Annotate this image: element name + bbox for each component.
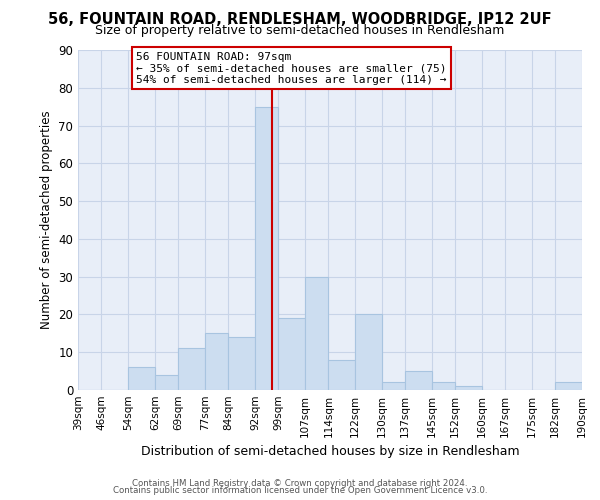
Bar xyxy=(155,375,178,390)
Text: Contains HM Land Registry data © Crown copyright and database right 2024.: Contains HM Land Registry data © Crown c… xyxy=(132,478,468,488)
Text: Contains public sector information licensed under the Open Government Licence v3: Contains public sector information licen… xyxy=(113,486,487,495)
Bar xyxy=(178,348,205,390)
Text: 56 FOUNTAIN ROAD: 97sqm
← 35% of semi-detached houses are smaller (75)
54% of se: 56 FOUNTAIN ROAD: 97sqm ← 35% of semi-de… xyxy=(136,52,446,85)
Bar xyxy=(278,318,305,390)
Bar xyxy=(128,368,155,390)
Bar xyxy=(255,106,278,390)
Bar xyxy=(405,371,432,390)
Text: Size of property relative to semi-detached houses in Rendlesham: Size of property relative to semi-detach… xyxy=(95,24,505,37)
Bar xyxy=(355,314,382,390)
Bar xyxy=(228,337,255,390)
Text: 56, FOUNTAIN ROAD, RENDLESHAM, WOODBRIDGE, IP12 2UF: 56, FOUNTAIN ROAD, RENDLESHAM, WOODBRIDG… xyxy=(48,12,552,28)
Y-axis label: Number of semi-detached properties: Number of semi-detached properties xyxy=(40,110,53,330)
Bar xyxy=(305,276,328,390)
Bar xyxy=(328,360,355,390)
Bar xyxy=(555,382,582,390)
Bar xyxy=(382,382,405,390)
X-axis label: Distribution of semi-detached houses by size in Rendlesham: Distribution of semi-detached houses by … xyxy=(140,446,520,458)
Bar xyxy=(205,334,228,390)
Bar xyxy=(432,382,455,390)
Bar xyxy=(455,386,482,390)
